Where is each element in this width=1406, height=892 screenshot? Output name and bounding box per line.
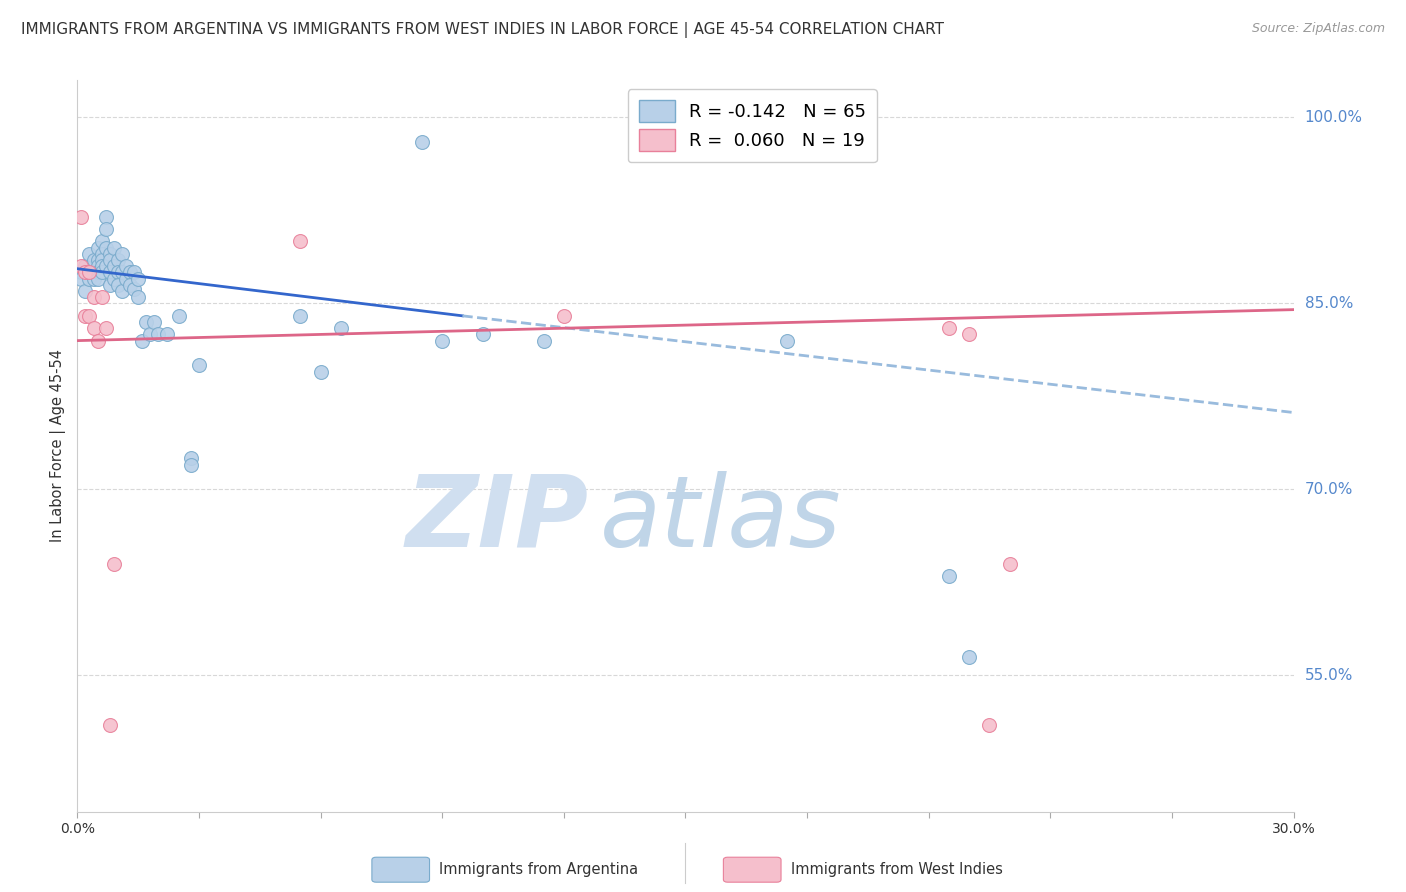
Point — [471, 327, 494, 342]
Point — [103, 557, 125, 571]
Text: Immigrants from Argentina: Immigrants from Argentina — [439, 863, 638, 877]
Point — [98, 718, 121, 732]
Point — [86, 271, 108, 285]
Point — [143, 315, 166, 329]
Text: 55.0%: 55.0% — [1305, 668, 1353, 683]
Point — [998, 557, 1021, 571]
Point — [79, 265, 101, 279]
Point — [115, 271, 138, 285]
Point — [131, 334, 153, 348]
Point — [94, 222, 117, 236]
Point — [533, 334, 555, 348]
Point — [70, 271, 93, 285]
Point — [957, 649, 980, 664]
Text: 85.0%: 85.0% — [1305, 296, 1353, 311]
Point — [90, 259, 112, 273]
Point — [83, 265, 105, 279]
Point — [111, 247, 134, 261]
Point — [86, 265, 108, 279]
Point — [103, 271, 125, 285]
Point — [86, 334, 108, 348]
Point — [103, 259, 125, 273]
Text: 100.0%: 100.0% — [1305, 110, 1362, 125]
Point — [103, 241, 125, 255]
Point — [155, 327, 177, 342]
Point — [135, 315, 157, 329]
Point — [553, 309, 575, 323]
Point — [75, 309, 97, 323]
Point — [83, 290, 105, 304]
Point — [115, 259, 138, 273]
Point — [79, 265, 101, 279]
Point — [98, 265, 121, 279]
Point — [107, 265, 129, 279]
Point — [90, 247, 112, 261]
Point — [957, 327, 980, 342]
Point — [938, 569, 960, 583]
Point — [86, 241, 108, 255]
Point — [70, 259, 93, 273]
Point — [90, 265, 112, 279]
Point — [167, 309, 190, 323]
Point — [430, 334, 453, 348]
Point — [107, 277, 129, 292]
Text: Source: ZipAtlas.com: Source: ZipAtlas.com — [1251, 22, 1385, 36]
Point — [75, 265, 97, 279]
Point — [83, 271, 105, 285]
Text: ZIP: ZIP — [405, 471, 588, 567]
Point — [70, 265, 93, 279]
Point — [75, 284, 97, 298]
Point — [94, 241, 117, 255]
Point — [127, 290, 149, 304]
Point — [98, 247, 121, 261]
Point — [86, 253, 108, 268]
Point — [75, 259, 97, 273]
Point — [94, 321, 117, 335]
Point — [979, 718, 1001, 732]
Point — [98, 253, 121, 268]
Point — [290, 309, 312, 323]
Point — [122, 281, 145, 295]
Point — [98, 277, 121, 292]
Point — [411, 135, 433, 149]
Point — [107, 253, 129, 268]
Text: 70.0%: 70.0% — [1305, 482, 1353, 497]
Text: IMMIGRANTS FROM ARGENTINA VS IMMIGRANTS FROM WEST INDIES IN LABOR FORCE | AGE 45: IMMIGRANTS FROM ARGENTINA VS IMMIGRANTS … — [21, 22, 943, 38]
Point — [83, 321, 105, 335]
Y-axis label: In Labor Force | Age 45-54: In Labor Force | Age 45-54 — [51, 350, 66, 542]
Point — [79, 271, 101, 285]
Point — [180, 458, 202, 472]
Legend: R = -0.142   N = 65, R =  0.060   N = 19: R = -0.142 N = 65, R = 0.060 N = 19 — [627, 89, 877, 162]
Point — [111, 284, 134, 298]
Point — [79, 309, 101, 323]
Point — [127, 271, 149, 285]
Point — [180, 451, 202, 466]
Point — [79, 247, 101, 261]
Text: Immigrants from West Indies: Immigrants from West Indies — [790, 863, 1002, 877]
Point — [86, 259, 108, 273]
Point — [94, 210, 117, 224]
Point — [776, 334, 799, 348]
Point — [938, 321, 960, 335]
Point — [290, 235, 312, 249]
Point — [309, 365, 332, 379]
Point — [139, 327, 162, 342]
Point — [329, 321, 352, 335]
Point — [70, 210, 93, 224]
Point — [148, 327, 170, 342]
Point — [111, 265, 134, 279]
Text: atlas: atlas — [600, 471, 842, 567]
Point — [122, 265, 145, 279]
Point — [188, 359, 211, 373]
Point — [90, 235, 112, 249]
Point — [83, 253, 105, 268]
Point — [90, 290, 112, 304]
Point — [118, 277, 141, 292]
Point — [94, 259, 117, 273]
Point — [118, 265, 141, 279]
Point — [90, 253, 112, 268]
